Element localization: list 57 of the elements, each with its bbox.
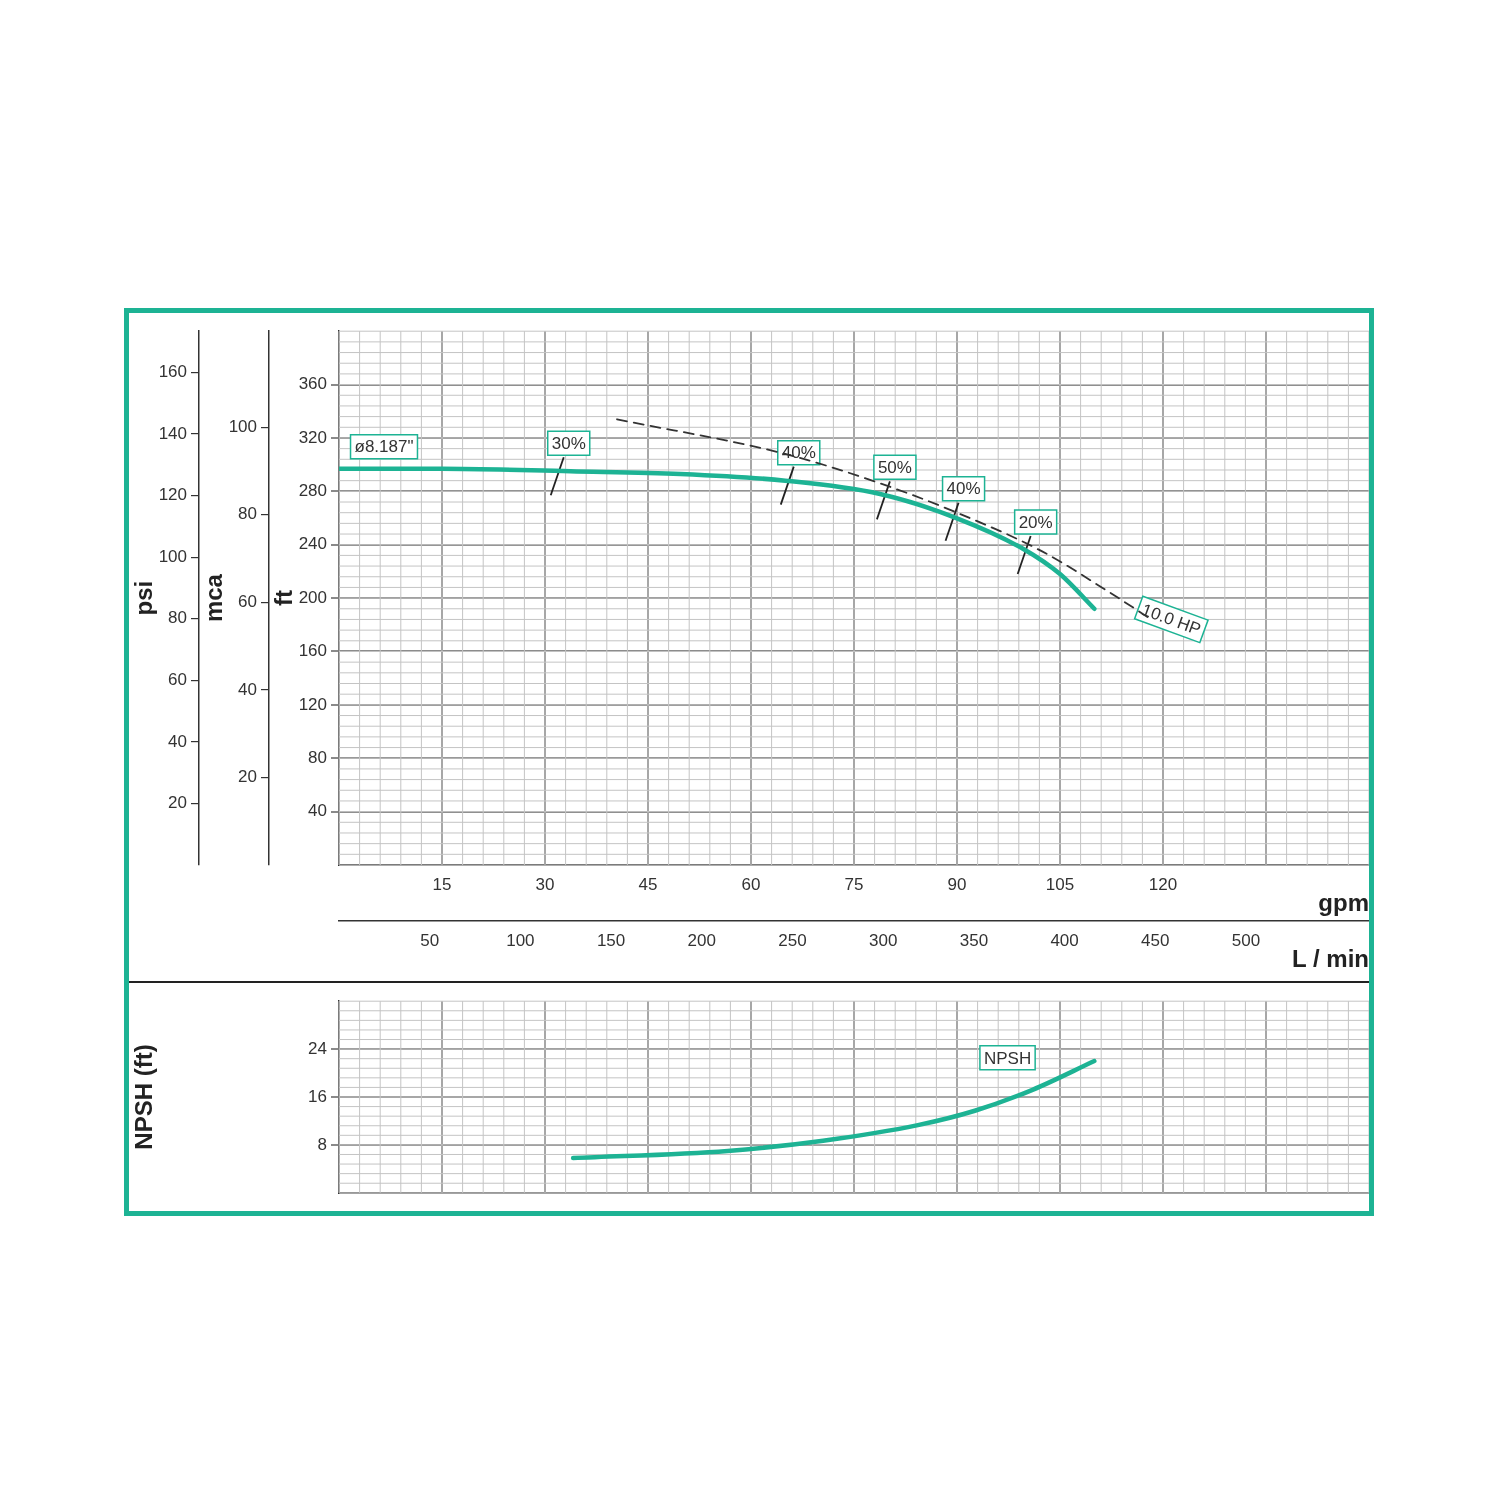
y-tick-label: 40 xyxy=(308,801,327,821)
x-tick-label: 75 xyxy=(844,874,864,894)
x-tick-label: 105 xyxy=(1045,874,1075,894)
y-tick-label: 160 xyxy=(298,641,327,661)
y2-tick-label: 80 xyxy=(168,608,187,628)
x-tick-label: 60 xyxy=(741,874,761,894)
y3-tick-label: 20 xyxy=(238,767,257,787)
x2-tick-label: 150 xyxy=(596,930,626,950)
x-tick-label: 120 xyxy=(1148,874,1178,894)
x2-tick-label: 400 xyxy=(1050,930,1079,950)
annotation: 40% xyxy=(946,479,981,499)
x2-tick-label: 500 xyxy=(1231,930,1261,950)
x2-tick-label: 300 xyxy=(869,930,898,950)
y3-tick-label: 100 xyxy=(228,416,257,436)
y-tick-label: 240 xyxy=(298,534,327,554)
y2-axis-title: psi xyxy=(130,580,158,616)
y-tick-label: 200 xyxy=(298,587,327,607)
annotation: 40% xyxy=(781,443,816,463)
y-tick-label: 120 xyxy=(298,694,327,714)
y-tick-label: 280 xyxy=(298,481,327,501)
x2-tick-label: 350 xyxy=(959,930,989,950)
x2-tick-label: 50 xyxy=(420,930,440,950)
x-tick-label: 30 xyxy=(535,874,555,894)
x2-axis-title: L / min xyxy=(1292,945,1369,973)
y-tick-label: 16 xyxy=(308,1086,327,1106)
y-tick-label: 360 xyxy=(298,374,327,394)
y3-tick-label: 80 xyxy=(238,504,257,524)
text: 10.0 HP xyxy=(1139,600,1204,640)
x-tick-label: 90 xyxy=(947,874,967,894)
x-tick-label: 15 xyxy=(432,874,452,894)
y-tick-label: 24 xyxy=(308,1038,327,1058)
y2-tick-label: 140 xyxy=(158,423,187,443)
y2-tick-label: 20 xyxy=(168,793,187,813)
y-tick-label: 80 xyxy=(308,747,327,767)
x-axis-title: gpm xyxy=(1318,889,1369,917)
x2-tick-label: 250 xyxy=(778,930,807,950)
x2-tick-label: 200 xyxy=(687,930,716,950)
x2-tick-label: 100 xyxy=(506,930,535,950)
y3-axis-title: mca xyxy=(200,573,228,623)
annotation: 50% xyxy=(877,458,912,478)
annotation: 20% xyxy=(1018,512,1053,532)
y-axis-title: ft xyxy=(270,590,298,607)
y2-tick-label: 60 xyxy=(168,669,187,689)
x-tick-label: 45 xyxy=(638,874,658,894)
y2-tick-label: 100 xyxy=(158,546,187,566)
series-label: ø8.187" xyxy=(354,437,414,457)
series-label: NPSH xyxy=(983,1048,1032,1068)
y2-tick-label: 40 xyxy=(168,731,187,751)
y3-tick-label: 60 xyxy=(238,591,257,611)
y2-tick-label: 160 xyxy=(158,362,187,382)
y-axis-title: NPSH (ft) xyxy=(130,1044,158,1150)
y-tick-label: 320 xyxy=(298,427,327,447)
annotation: 30% xyxy=(551,434,586,454)
y3-tick-label: 40 xyxy=(238,679,257,699)
y-tick-label: 8 xyxy=(317,1134,327,1154)
x2-tick-label: 450 xyxy=(1141,930,1170,950)
y2-tick-label: 120 xyxy=(158,485,187,505)
